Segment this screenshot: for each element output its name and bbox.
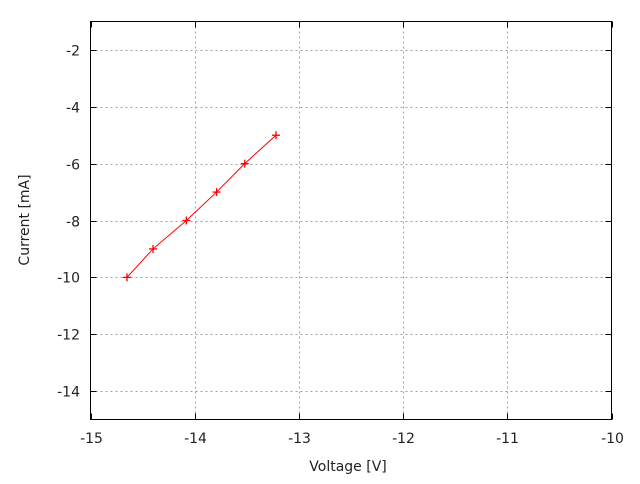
y-tick-label: -6 xyxy=(66,158,80,174)
x-tick-label: -15 xyxy=(80,431,103,447)
x-axis: -15 -14 -13 -12 -11 -10 xyxy=(80,21,624,447)
x-tick-label: -13 xyxy=(288,431,311,447)
x-axis-label: Voltage [V] xyxy=(309,459,386,475)
data-point-marker xyxy=(182,216,191,225)
y-axis: -2 -4 -6 -8 -10 -12 -14 xyxy=(57,44,612,401)
data-point-marker xyxy=(240,159,249,168)
series-layer xyxy=(122,131,280,282)
y-tick-label: -8 xyxy=(66,215,80,231)
y-tick-label: -14 xyxy=(57,385,80,401)
grid xyxy=(90,21,612,420)
plot-frame xyxy=(90,21,612,420)
series-line xyxy=(126,134,277,278)
y-tick-label: -4 xyxy=(66,101,80,117)
x-tick-label: -11 xyxy=(496,431,519,447)
x-tick-label: -12 xyxy=(392,431,415,447)
x-tick-label: -14 xyxy=(184,431,207,447)
y-tick-label: -2 xyxy=(66,44,80,60)
data-point-marker xyxy=(212,188,221,197)
data-point-marker xyxy=(149,244,158,253)
x-tick-label: -10 xyxy=(601,431,624,447)
y-tick-label: -12 xyxy=(57,328,80,344)
data-point-marker xyxy=(122,273,131,282)
data-point-marker xyxy=(271,131,280,140)
y-axis-label: Current [mA] xyxy=(17,174,33,265)
y-tick-label: -10 xyxy=(57,271,80,287)
